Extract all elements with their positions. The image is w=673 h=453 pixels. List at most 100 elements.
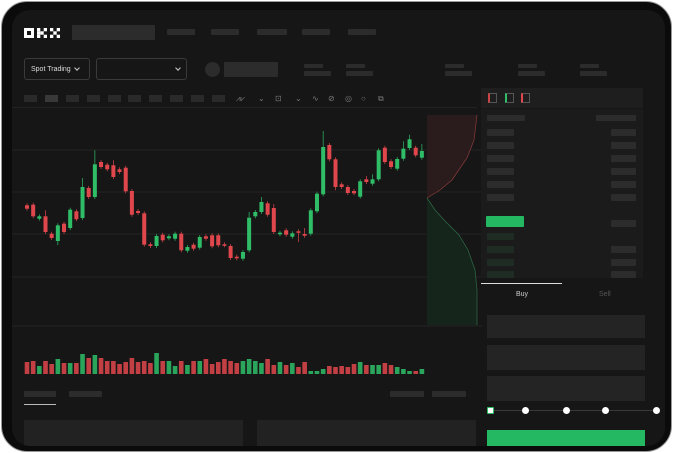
timeframe-button[interactable]	[108, 95, 121, 102]
buy-button[interactable]	[487, 430, 645, 446]
candle-body	[321, 147, 326, 195]
candle-body	[333, 159, 338, 187]
candlestick-chart[interactable]	[12, 10, 482, 380]
candle-body	[290, 233, 295, 237]
slider-step-100[interactable]	[653, 407, 660, 414]
stat-value	[580, 71, 607, 76]
orderbook-price[interactable]	[487, 142, 514, 149]
volume-bar	[376, 365, 381, 374]
orderbook-price[interactable]	[487, 194, 514, 201]
orderbook-amount	[611, 181, 636, 188]
amount-slider-track[interactable]	[490, 410, 660, 411]
timeframe-button[interactable]	[212, 95, 225, 102]
orderbook-price[interactable]	[487, 233, 514, 240]
candle-body	[154, 236, 159, 246]
timeframe-button[interactable]	[24, 95, 37, 102]
trendline-icon[interactable]: ∿	[312, 94, 319, 103]
volume-bar	[86, 358, 91, 374]
slider-step-25[interactable]	[522, 407, 529, 414]
volume-bar	[55, 359, 61, 374]
history-tab[interactable]	[69, 391, 102, 397]
volume-bar	[197, 361, 203, 374]
dropdown-icon[interactable]: ⌄	[295, 94, 302, 103]
volume-bar	[49, 364, 54, 374]
orders-panel	[24, 420, 243, 446]
pair-select[interactable]	[96, 58, 187, 80]
nav-item[interactable]	[348, 29, 376, 35]
volume-bar	[314, 371, 320, 374]
candle-body	[407, 139, 412, 148]
timeframe-button[interactable]	[191, 95, 204, 102]
filter-button[interactable]	[432, 391, 466, 397]
candle-body	[111, 165, 116, 177]
candle-body	[389, 161, 394, 167]
fullscreen-icon[interactable]: ⧉	[378, 94, 384, 103]
sell-tab[interactable]: Sell	[599, 291, 611, 298]
orderbook-price[interactable]	[487, 246, 514, 253]
orderbook-price[interactable]	[487, 168, 514, 175]
candle-body	[339, 184, 344, 187]
stat-label	[580, 64, 599, 68]
candle-body	[277, 232, 282, 235]
orderbook-price[interactable]	[487, 259, 514, 266]
orderbook-amount	[611, 259, 636, 266]
nav-item[interactable]	[211, 29, 239, 35]
settings-icon[interactable]: ⊡	[275, 94, 282, 103]
price-input[interactable]	[487, 315, 645, 338]
volume-bar	[259, 363, 264, 374]
orders-tab[interactable]	[24, 391, 56, 397]
timeframe-button[interactable]	[149, 95, 162, 102]
okx-logo[interactable]	[24, 27, 62, 39]
volume-bar	[290, 363, 295, 374]
orderbook-price[interactable]	[487, 155, 514, 162]
candle-body	[370, 179, 375, 184]
orderbook-amount	[611, 155, 636, 162]
divider	[12, 107, 477, 108]
volume-bar	[203, 359, 209, 374]
orderbook-amount	[611, 168, 636, 175]
volume-bar	[67, 363, 73, 374]
slider-step-50[interactable]	[563, 407, 570, 414]
timeframe-button[interactable]	[66, 95, 79, 102]
market-type-select[interactable]: Spot Trading	[24, 58, 90, 80]
orderbook-price[interactable]	[487, 181, 514, 188]
circle-icon[interactable]: ○	[361, 94, 366, 103]
volume-bar	[80, 354, 85, 374]
volume-bar	[413, 371, 419, 374]
stat-label	[445, 64, 464, 68]
nav-item[interactable]	[167, 29, 195, 35]
volume-bar	[92, 355, 98, 374]
search-bar[interactable]	[72, 25, 155, 40]
nav-item[interactable]	[257, 29, 287, 35]
nav-item[interactable]	[302, 29, 330, 35]
slider-handle[interactable]	[487, 407, 494, 414]
volume-bar	[222, 359, 227, 374]
orderbook-price[interactable]	[487, 271, 514, 278]
chart-type-icon[interactable]: ⌄	[258, 94, 265, 103]
filter-button[interactable]	[390, 391, 424, 397]
timeframe-button[interactable]	[87, 95, 100, 102]
timeframe-button[interactable]	[170, 95, 183, 102]
candle-body	[395, 159, 400, 169]
total-input[interactable]	[487, 376, 645, 401]
candle-body	[352, 191, 357, 194]
volume-bar	[129, 358, 135, 374]
candle-body	[179, 233, 184, 251]
amount-input[interactable]	[487, 345, 645, 370]
indicator-icon[interactable]: ⩘⩗	[236, 94, 246, 103]
volume-bar	[24, 362, 30, 374]
pen-icon[interactable]: ⊘	[328, 94, 335, 103]
slider-step-75[interactable]	[602, 407, 609, 414]
stat-value	[346, 71, 373, 76]
orderbook-price[interactable]	[487, 129, 514, 136]
orderbook-bids-icon[interactable]	[505, 93, 514, 103]
volume-bar	[185, 365, 190, 374]
orderbook-both-icon[interactable]	[488, 93, 497, 103]
orderbook-asks-icon[interactable]	[521, 93, 530, 103]
candle-body	[234, 256, 239, 259]
timeframe-button-active[interactable]	[45, 95, 58, 102]
target-icon[interactable]: ◎	[345, 94, 352, 103]
buy-tab[interactable]: Buy	[516, 291, 529, 298]
timeframe-button[interactable]	[128, 95, 141, 102]
